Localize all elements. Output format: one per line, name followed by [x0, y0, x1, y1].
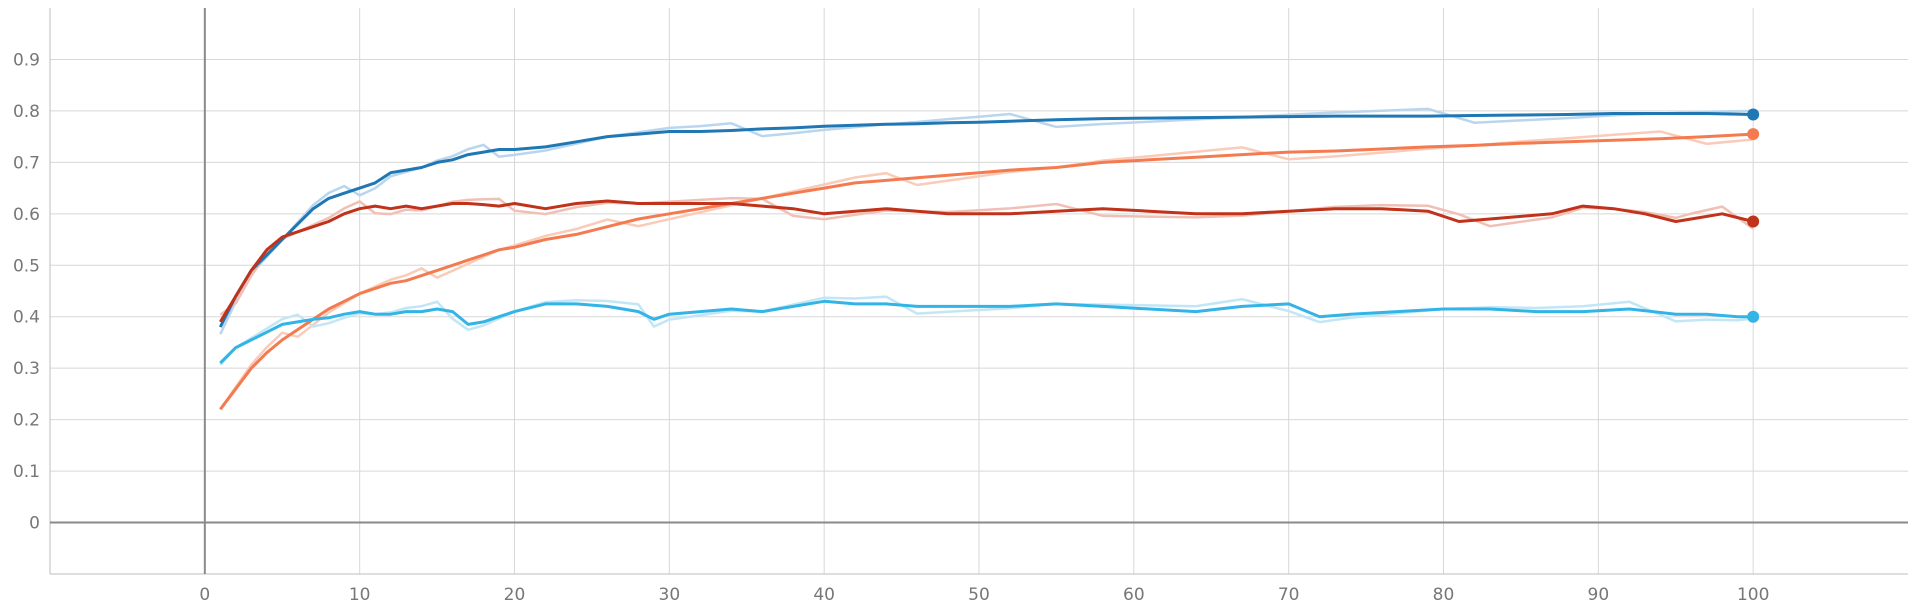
series-end-marker-1 [1747, 128, 1760, 141]
series-line-0 [218, 112, 1754, 328]
series-end-marker-3 [1747, 310, 1760, 323]
y-tick-label: 0 [29, 514, 40, 534]
x-tick-label: 70 [1278, 585, 1300, 605]
series-line-2 [219, 199, 1754, 323]
series-line-1 [219, 132, 1754, 411]
x-tick-label: 100 [1737, 585, 1769, 605]
grid [50, 8, 1908, 574]
y-tick-label: 0.7 [13, 153, 40, 173]
raw-series-lines [219, 107, 1754, 411]
series-end-marker-2 [1747, 215, 1760, 228]
x-tick-label: 20 [504, 585, 526, 605]
y-tick-label: 0.4 [13, 308, 40, 328]
raw-series-line-3 [219, 295, 1754, 366]
tick-labels: 0 10 20 30 40 50 60 70 80 90 100 0 0.1 0.2 0.3 0.4 0.5 0.… [13, 50, 1769, 605]
y-tick-label: 0.9 [13, 50, 40, 70]
smoothed-series-lines [218, 112, 1754, 411]
y-tick-label: 0.1 [13, 462, 40, 482]
x-tick-label: 60 [1123, 585, 1145, 605]
x-tick-label: 10 [349, 585, 371, 605]
axes [49, 8, 1908, 575]
y-tick-label: 0.5 [13, 256, 40, 276]
y-tick-label: 0.3 [13, 359, 40, 379]
x-tick-label: 50 [968, 585, 990, 605]
y-tick-label: 0.8 [13, 102, 40, 122]
x-tick-label: 40 [813, 585, 835, 605]
series-line-3 [219, 299, 1754, 365]
x-tick-label: 90 [1588, 585, 1610, 605]
y-tick-label: 0.6 [13, 205, 40, 225]
x-tick-label: 30 [659, 585, 681, 605]
series-end-marker-0 [1747, 108, 1760, 121]
x-tick-label: 0 [199, 585, 210, 605]
y-tick-label: 0.2 [13, 411, 40, 431]
x-tick-label: 80 [1433, 585, 1455, 605]
end-markers [1747, 108, 1760, 323]
